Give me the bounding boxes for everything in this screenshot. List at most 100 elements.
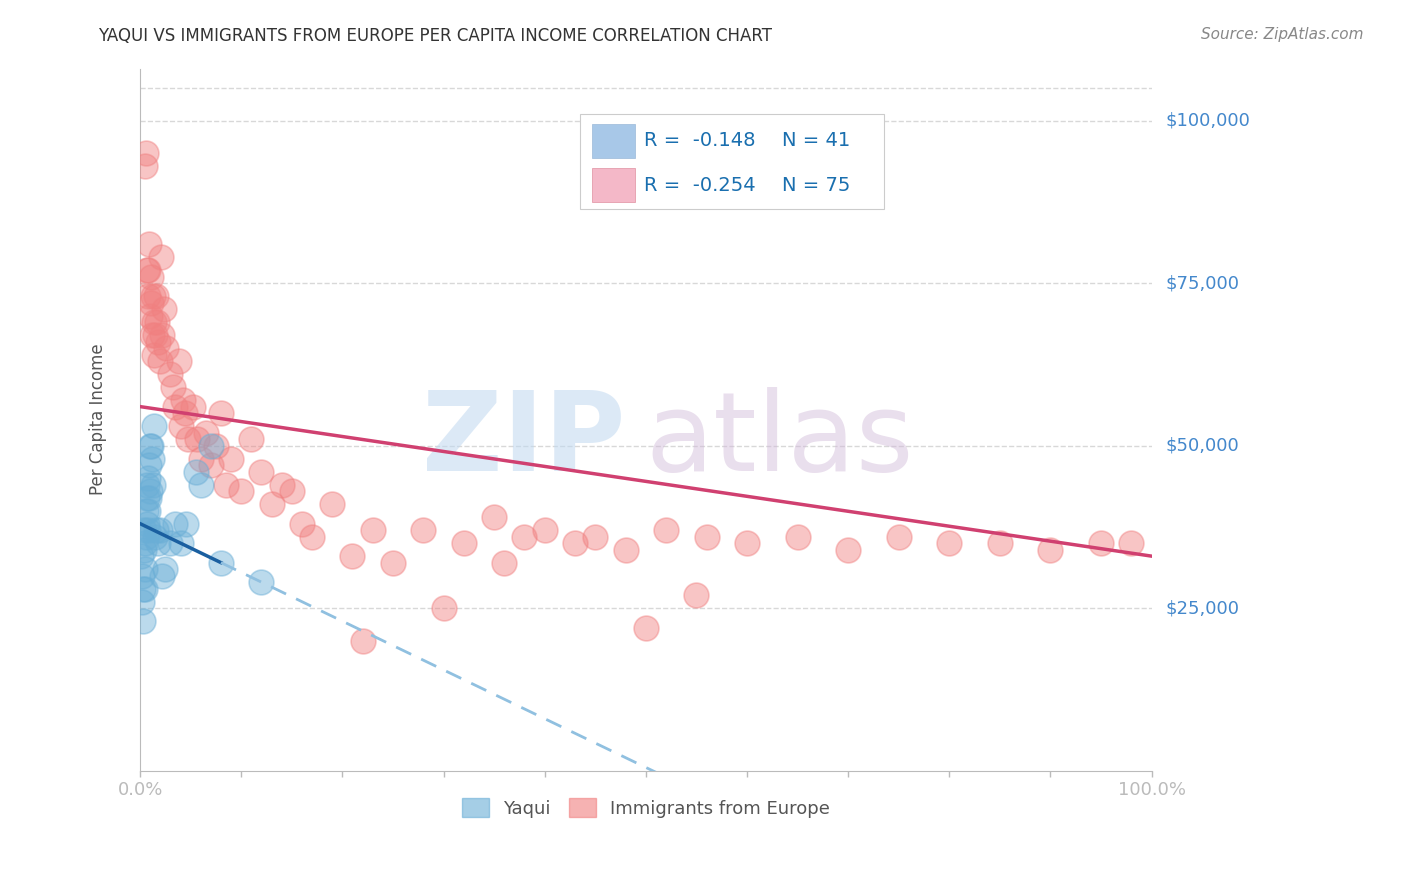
Point xyxy=(219,451,242,466)
Point xyxy=(141,439,163,453)
Point xyxy=(132,542,155,557)
Point xyxy=(136,516,159,531)
Point xyxy=(132,523,155,537)
Point xyxy=(786,530,808,544)
FancyBboxPatch shape xyxy=(592,169,634,202)
Point xyxy=(165,400,187,414)
Point xyxy=(149,523,172,537)
Point xyxy=(136,491,159,505)
Point xyxy=(1121,536,1143,550)
Point xyxy=(494,556,516,570)
Point xyxy=(141,451,163,466)
Point xyxy=(938,536,960,550)
Point xyxy=(735,536,758,550)
Point xyxy=(145,289,167,303)
Point xyxy=(533,523,555,537)
Point xyxy=(134,159,156,173)
Point xyxy=(131,594,153,608)
Point xyxy=(988,536,1011,550)
Point xyxy=(250,575,273,590)
Point xyxy=(270,477,292,491)
Point xyxy=(169,419,191,434)
Point xyxy=(200,458,222,472)
Point xyxy=(209,406,232,420)
Text: $25,000: $25,000 xyxy=(1166,599,1240,617)
Point xyxy=(583,530,606,544)
Point xyxy=(155,562,177,576)
Point xyxy=(148,334,170,349)
Point xyxy=(209,556,232,570)
Point xyxy=(141,295,163,310)
Point xyxy=(139,309,162,323)
Text: Source: ZipAtlas.com: Source: ZipAtlas.com xyxy=(1201,27,1364,42)
Point xyxy=(1090,536,1112,550)
Point xyxy=(352,633,374,648)
Point xyxy=(342,549,364,563)
Text: $50,000: $50,000 xyxy=(1166,436,1239,455)
Text: atlas: atlas xyxy=(645,387,914,494)
Point xyxy=(513,530,536,544)
Point xyxy=(361,523,384,537)
Point xyxy=(301,530,323,544)
Text: N = 75: N = 75 xyxy=(782,176,851,194)
Point xyxy=(184,465,207,479)
Point xyxy=(136,263,159,277)
Point xyxy=(231,484,253,499)
Point xyxy=(131,568,153,582)
Text: R =  -0.254: R = -0.254 xyxy=(644,176,755,194)
Point xyxy=(143,419,166,434)
Point xyxy=(155,341,177,355)
Point xyxy=(321,497,343,511)
Point xyxy=(564,536,586,550)
Point xyxy=(136,471,159,485)
Point xyxy=(250,465,273,479)
Point xyxy=(134,562,156,576)
Text: $100,000: $100,000 xyxy=(1166,112,1250,129)
Point xyxy=(1039,542,1062,557)
Point xyxy=(150,328,173,343)
Point xyxy=(129,549,152,563)
Point xyxy=(148,536,170,550)
Point xyxy=(136,477,159,491)
Point xyxy=(138,237,160,252)
Point xyxy=(174,516,197,531)
Point xyxy=(172,393,194,408)
Point xyxy=(482,510,505,524)
Point xyxy=(260,497,283,511)
Point xyxy=(150,568,173,582)
Point xyxy=(153,302,176,317)
Point xyxy=(837,542,859,557)
Legend: Yaqui, Immigrants from Europe: Yaqui, Immigrants from Europe xyxy=(454,791,838,825)
Text: N = 41: N = 41 xyxy=(782,131,851,150)
Point xyxy=(186,432,208,446)
Point xyxy=(142,289,165,303)
FancyBboxPatch shape xyxy=(592,124,634,158)
Point xyxy=(281,484,304,499)
Point xyxy=(887,530,910,544)
Point xyxy=(685,588,707,602)
Point xyxy=(142,477,165,491)
Point xyxy=(159,536,181,550)
Text: $75,000: $75,000 xyxy=(1166,274,1240,292)
Point xyxy=(134,536,156,550)
Point xyxy=(181,400,204,414)
Point xyxy=(143,328,166,343)
Point xyxy=(138,491,160,505)
Point xyxy=(159,367,181,381)
Point xyxy=(205,439,228,453)
FancyBboxPatch shape xyxy=(581,114,883,209)
Point xyxy=(173,406,195,420)
Point xyxy=(143,315,166,329)
Point xyxy=(136,523,159,537)
Point xyxy=(167,354,190,368)
Point xyxy=(614,542,637,557)
Point xyxy=(190,477,212,491)
Point xyxy=(135,530,157,544)
Point xyxy=(432,601,454,615)
Point xyxy=(194,425,217,440)
Point xyxy=(145,523,167,537)
Point xyxy=(132,614,155,628)
Point xyxy=(143,530,166,544)
Text: Per Capita Income: Per Capita Income xyxy=(89,343,107,495)
Point xyxy=(139,439,162,453)
